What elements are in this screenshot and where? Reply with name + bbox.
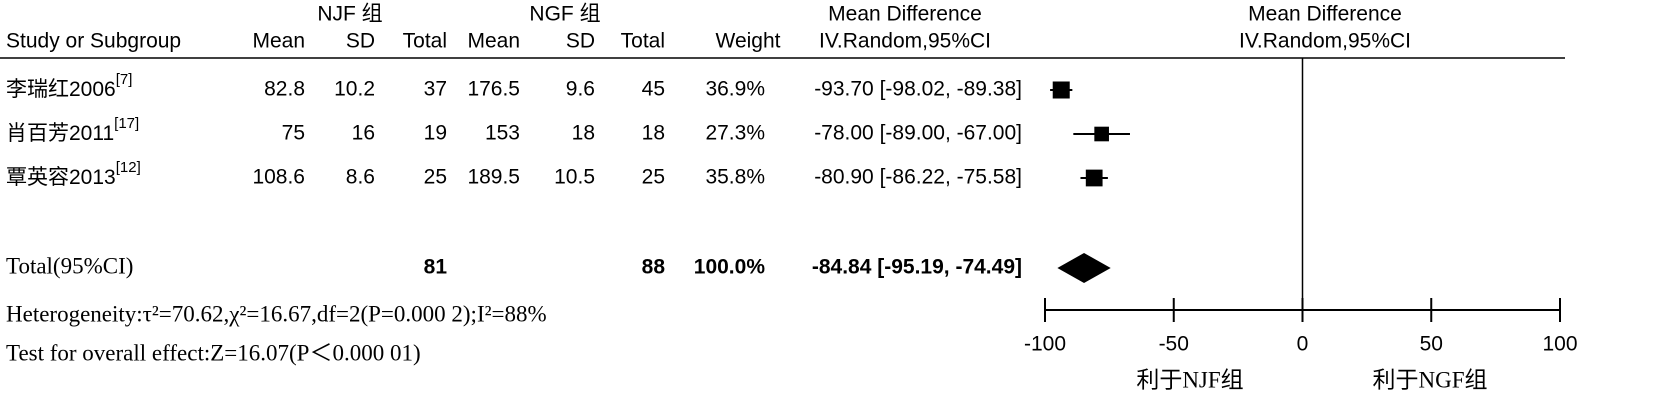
group-header: NGF 组 xyxy=(529,3,600,26)
favours-label: 利于NGF组 xyxy=(1372,367,1487,392)
effect-header: Mean Difference xyxy=(828,3,982,26)
x-tick-label: 0 xyxy=(1297,333,1309,356)
effect-box xyxy=(1094,126,1109,142)
cell: 9.6 xyxy=(566,78,595,101)
cell: 88 xyxy=(642,256,666,279)
cell: 25 xyxy=(424,166,447,189)
column-header: Weight xyxy=(716,30,781,53)
weight: 27.3% xyxy=(705,122,765,145)
x-tick-label: -100 xyxy=(1024,333,1066,356)
cell: 10.5 xyxy=(554,166,595,189)
effect-box xyxy=(1052,81,1070,99)
effect-method: IV.Random,95%CI xyxy=(1239,30,1411,53)
ci-label: -78.00 [-89.00, -67.00] xyxy=(814,122,1022,145)
study-name-text: 覃英容2013 xyxy=(6,166,116,189)
effect-header: Mean Difference xyxy=(1248,3,1402,26)
effect-box xyxy=(1085,169,1103,187)
cell: 45 xyxy=(642,78,665,101)
ci-label: -93.70 [-98.02, -89.38] xyxy=(814,78,1022,101)
cell: 25 xyxy=(642,166,665,189)
heterogeneity: Heterogeneity:τ²=70.62,χ²=16.67,df=2(P=0… xyxy=(6,301,547,326)
study-name: 李瑞红2006[7] xyxy=(6,71,132,101)
cell: 189.5 xyxy=(467,166,520,189)
cell: 75 xyxy=(282,122,305,145)
x-tick-label: 50 xyxy=(1420,333,1443,356)
weight: 100.0% xyxy=(694,256,766,279)
cell: 10.2 xyxy=(334,78,375,101)
column-header: SD xyxy=(346,30,375,53)
cell: 18 xyxy=(572,122,595,145)
column-header: SD xyxy=(566,30,595,53)
cell: 81 xyxy=(424,256,448,279)
column-header: Mean xyxy=(252,30,305,53)
overall-effect: Test for overall effect:Z=16.07(P＜0.000 … xyxy=(6,340,421,365)
ci-label: -84.84 [-95.19, -74.49] xyxy=(812,256,1022,279)
cell: 18 xyxy=(642,122,665,145)
cell: 176.5 xyxy=(467,78,520,101)
summary-diamond xyxy=(1057,253,1111,283)
cell: 108.6 xyxy=(252,166,305,189)
cell: 8.6 xyxy=(346,166,375,189)
study-ref: [12] xyxy=(116,159,141,176)
study-name-text: 肖百芳2011 xyxy=(6,122,114,145)
study-ref: [7] xyxy=(116,71,133,88)
cell: 16 xyxy=(352,122,375,145)
x-tick-label: 100 xyxy=(1542,333,1577,356)
cell: 19 xyxy=(424,122,447,145)
column-header: Total xyxy=(403,30,447,53)
favours-label: 利于NJF组 xyxy=(1136,367,1243,392)
total-name: Total(95%CI) xyxy=(6,253,133,278)
cell: 37 xyxy=(424,78,447,101)
study-name-text: 李瑞红2006 xyxy=(6,78,116,101)
column-header: Mean xyxy=(467,30,520,53)
column-header: Study or Subgroup xyxy=(6,30,181,53)
weight: 36.9% xyxy=(705,78,765,101)
weight: 35.8% xyxy=(705,166,765,189)
column-header: Total xyxy=(621,30,665,53)
study-ref: [17] xyxy=(114,115,139,132)
x-tick-label: -50 xyxy=(1159,333,1189,356)
cell: 82.8 xyxy=(264,78,305,101)
ci-label: -80.90 [-86.22, -75.58] xyxy=(814,166,1022,189)
group-header: NJF 组 xyxy=(317,3,382,26)
study-name: 覃英容2013[12] xyxy=(6,159,141,189)
cell: 153 xyxy=(485,122,520,145)
effect-method: IV.Random,95%CI xyxy=(819,30,991,53)
study-name: 肖百芳2011[17] xyxy=(6,115,139,145)
